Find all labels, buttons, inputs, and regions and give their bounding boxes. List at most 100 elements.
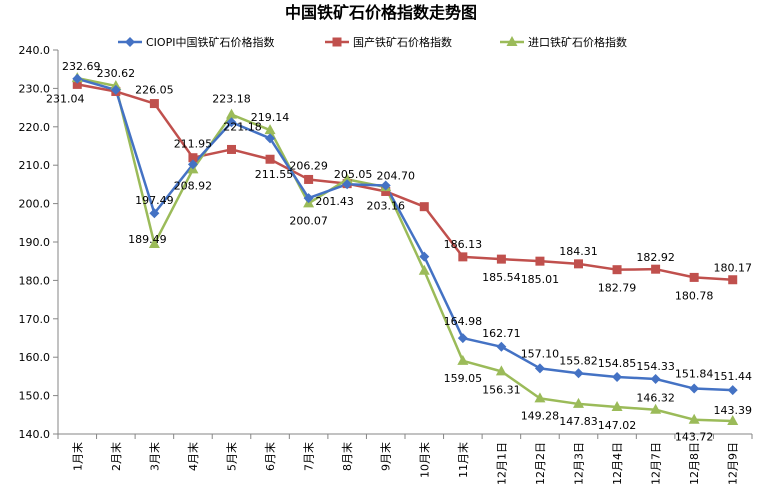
legend-item: CIOPI中国铁矿石价格指数 bbox=[118, 35, 274, 49]
data-label: 147.83 bbox=[559, 415, 598, 428]
data-point bbox=[227, 144, 236, 154]
data-label: 146.32 bbox=[636, 392, 675, 405]
data-point bbox=[226, 117, 237, 128]
x-tick-label: 9月末 bbox=[379, 442, 393, 471]
y-tick-label: 180.0 bbox=[19, 274, 51, 287]
data-point bbox=[534, 392, 546, 403]
data-label: 203.16 bbox=[366, 199, 405, 212]
y-tick-label: 150.0 bbox=[19, 390, 51, 403]
data-label: 189.49 bbox=[128, 233, 167, 246]
x-tick-label: 11月末 bbox=[456, 442, 470, 478]
data-label: 180.78 bbox=[675, 289, 714, 302]
data-point bbox=[303, 193, 314, 204]
y-tick-label: 230.0 bbox=[19, 82, 51, 95]
legend-label: 进口铁矿石价格指数 bbox=[528, 35, 627, 49]
data-label: 206.29 bbox=[289, 159, 328, 172]
data-label: 204.70 bbox=[376, 170, 415, 183]
data-label: 197.49 bbox=[135, 194, 174, 207]
data-point bbox=[72, 73, 83, 84]
data-label: 185.01 bbox=[521, 273, 560, 286]
data-label: 226.05 bbox=[135, 84, 174, 97]
x-tick-label: 12月3日 bbox=[573, 442, 586, 485]
data-label: 221.18 bbox=[223, 120, 262, 133]
data-label: 155.82 bbox=[559, 354, 598, 367]
data-point bbox=[651, 264, 661, 274]
data-label: 151.84 bbox=[675, 368, 714, 381]
x-tick-label: 12月2日 bbox=[534, 442, 547, 485]
data-point bbox=[304, 174, 314, 184]
data-point bbox=[149, 208, 160, 219]
legend-label: 国产铁矿石价格指数 bbox=[353, 35, 452, 49]
data-point bbox=[495, 365, 507, 376]
data-label: 156.31 bbox=[482, 383, 521, 396]
data-point bbox=[148, 237, 160, 248]
data-point bbox=[72, 79, 82, 89]
data-point bbox=[611, 401, 623, 412]
x-tick-label: 8月末 bbox=[340, 442, 354, 471]
data-point bbox=[380, 180, 391, 191]
x-tick-label: 5月末 bbox=[225, 442, 239, 471]
data-point bbox=[457, 333, 468, 344]
y-tick-label: 240.0 bbox=[19, 44, 51, 57]
series-line-2 bbox=[77, 76, 733, 423]
data-labels: 197.49 221.18 201.43 205.05 204.70 164.98162.… bbox=[46, 60, 752, 444]
data-point bbox=[534, 363, 545, 374]
data-label: 205.05 bbox=[334, 168, 373, 181]
x-tick-label: 3月末 bbox=[147, 442, 161, 471]
x-tick-label: 12月8日 bbox=[688, 442, 701, 485]
data-label: 182.79 bbox=[598, 282, 637, 295]
y-tick-label: 190.0 bbox=[19, 236, 51, 249]
data-label: 143.72 bbox=[675, 431, 714, 444]
legend-triangle-marker bbox=[506, 36, 518, 46]
x-tick-label: 12月4日 bbox=[611, 442, 624, 485]
data-point bbox=[418, 264, 430, 275]
legend-diamond-marker bbox=[125, 37, 135, 47]
series-lines bbox=[76, 76, 733, 423]
y-tick-label: 170.0 bbox=[19, 313, 51, 326]
x-tick-label: 12月7日 bbox=[650, 442, 663, 485]
data-point bbox=[496, 341, 507, 352]
data-point bbox=[149, 99, 159, 109]
data-label: 159.05 bbox=[444, 372, 483, 385]
data-point bbox=[612, 371, 623, 382]
x-tick-label: 12月1日 bbox=[495, 442, 508, 485]
legend-item: 国产铁矿石价格指数 bbox=[325, 35, 452, 49]
data-point bbox=[689, 272, 699, 282]
x-tick-label: 1月末 bbox=[70, 442, 84, 471]
data-label: 157.10 bbox=[521, 347, 560, 360]
data-label: 164.98 bbox=[444, 315, 483, 328]
data-point bbox=[650, 373, 661, 384]
series-line-1 bbox=[77, 83, 733, 281]
data-point bbox=[612, 265, 622, 275]
data-point bbox=[419, 202, 429, 212]
data-label: 208.92 bbox=[174, 179, 213, 192]
data-point bbox=[458, 252, 468, 262]
data-point bbox=[573, 397, 584, 408]
data-label: 180.17 bbox=[713, 262, 752, 275]
data-label: 149.28 bbox=[521, 409, 560, 422]
data-label: 211.95 bbox=[174, 138, 213, 151]
data-point bbox=[573, 368, 584, 379]
data-point bbox=[188, 153, 198, 163]
legend-label: CIOPI中国铁矿石价格指数 bbox=[146, 35, 274, 49]
data-point bbox=[689, 383, 700, 394]
y-tick-label: 210.0 bbox=[19, 159, 51, 172]
x-tick-label: 10月末 bbox=[417, 442, 431, 478]
data-label: 223.18 bbox=[212, 93, 251, 106]
data-label: 232.69 bbox=[62, 60, 101, 73]
data-point bbox=[688, 413, 700, 424]
data-point bbox=[341, 173, 353, 184]
data-point bbox=[265, 154, 275, 164]
data-label: 185.54 bbox=[482, 271, 521, 284]
data-point bbox=[226, 108, 237, 119]
data-point bbox=[727, 414, 739, 425]
data-label: 143.39 bbox=[713, 404, 752, 417]
data-point bbox=[650, 403, 662, 414]
x-tick-label: 6月末 bbox=[263, 442, 277, 471]
y-tick-label: 220.0 bbox=[19, 121, 51, 134]
x-tick-label: 2月末 bbox=[109, 442, 123, 471]
series-markers bbox=[71, 72, 739, 425]
data-label: 154.85 bbox=[598, 357, 637, 370]
legend-square-marker bbox=[332, 37, 342, 47]
